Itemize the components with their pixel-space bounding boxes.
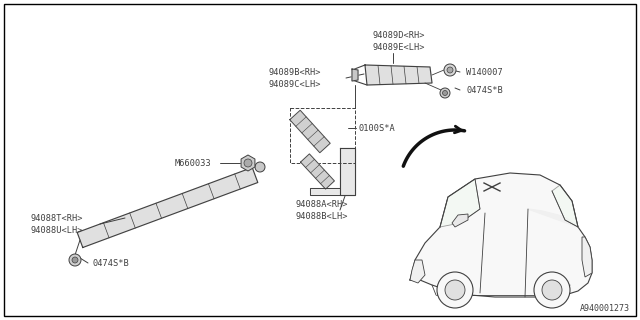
Text: 0474S*B: 0474S*B: [466, 85, 503, 94]
Polygon shape: [77, 167, 258, 247]
Polygon shape: [440, 173, 578, 227]
Circle shape: [442, 91, 447, 95]
Circle shape: [444, 64, 456, 76]
Polygon shape: [440, 179, 480, 227]
Polygon shape: [241, 155, 255, 171]
Circle shape: [437, 272, 473, 308]
Text: 94089D<RH>: 94089D<RH>: [372, 30, 424, 39]
Text: A940001273: A940001273: [580, 304, 630, 313]
Circle shape: [445, 280, 465, 300]
Polygon shape: [340, 148, 355, 195]
Polygon shape: [582, 237, 592, 277]
Text: 94088A<RH>: 94088A<RH>: [295, 199, 348, 209]
Polygon shape: [301, 154, 335, 189]
Circle shape: [72, 257, 78, 263]
Circle shape: [447, 67, 453, 73]
Circle shape: [255, 162, 265, 172]
Text: 94089C<LH>: 94089C<LH>: [268, 79, 321, 89]
Polygon shape: [365, 65, 432, 85]
Polygon shape: [310, 188, 340, 195]
Bar: [290, 108, 355, 163]
Circle shape: [534, 272, 570, 308]
Text: 94089E<LH>: 94089E<LH>: [372, 43, 424, 52]
Polygon shape: [410, 260, 425, 283]
Polygon shape: [352, 69, 358, 81]
Text: M660033: M660033: [175, 158, 212, 167]
Polygon shape: [452, 214, 468, 227]
Circle shape: [542, 280, 562, 300]
Polygon shape: [290, 110, 330, 153]
Text: 0100S*A: 0100S*A: [358, 124, 395, 132]
Text: W140007: W140007: [466, 68, 503, 76]
Text: 94088B<LH>: 94088B<LH>: [295, 212, 348, 220]
Circle shape: [440, 88, 450, 98]
Text: 94089B<RH>: 94089B<RH>: [268, 68, 321, 76]
Circle shape: [244, 159, 252, 167]
Text: 94088U<LH>: 94088U<LH>: [30, 226, 83, 235]
Polygon shape: [528, 209, 578, 227]
Text: 0474S*B: 0474S*B: [92, 259, 129, 268]
Circle shape: [69, 254, 81, 266]
Polygon shape: [552, 185, 578, 227]
Polygon shape: [410, 209, 592, 297]
Text: 94088T<RH>: 94088T<RH>: [30, 213, 83, 222]
